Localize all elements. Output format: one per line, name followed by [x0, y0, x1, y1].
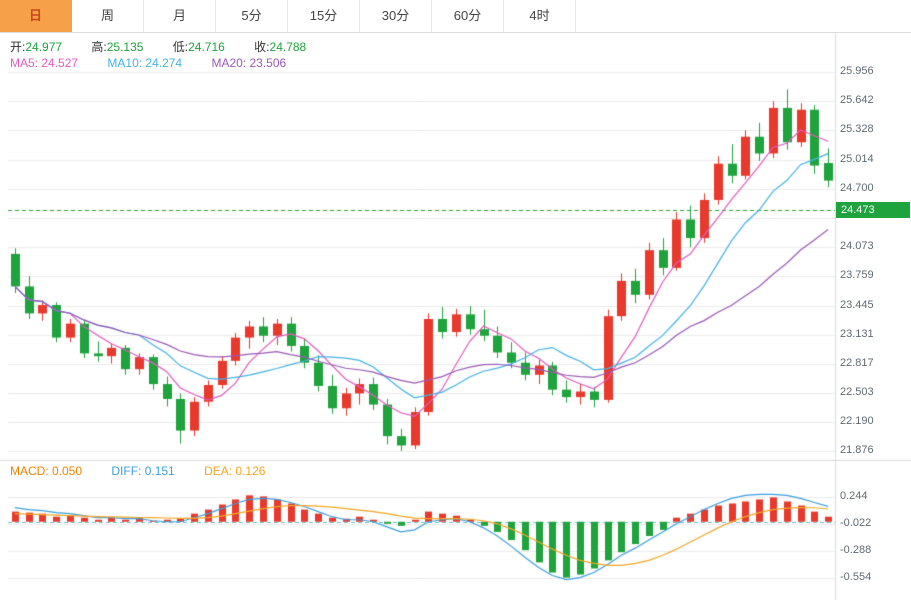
price-axis-label: 25.014	[840, 152, 874, 165]
tab-week[interactable]: 周	[72, 0, 144, 32]
ma-bar: MA5: 24.527 MA10: 24.274 MA20: 23.506	[10, 56, 312, 70]
price-axis-label: 24.073	[840, 240, 874, 253]
macd-axis-label: 0.244	[840, 490, 868, 502]
price-axis-label: 23.445	[840, 298, 874, 311]
price-axis-label: 25.642	[840, 94, 874, 107]
ohlc-bar: 开:24.977 高:25.135 低:24.716 收:24.788	[10, 38, 332, 55]
dea-value: 0.126	[235, 464, 266, 478]
tab-day[interactable]: 日	[0, 0, 72, 32]
price-axis-label: 22.817	[840, 356, 874, 369]
ma20-label: MA20:	[211, 56, 250, 70]
ma5-value: 24.527	[41, 56, 79, 70]
close-value: 24.788	[269, 40, 307, 54]
ma10-label: MA10:	[107, 56, 146, 70]
price-axis-label: 21.876	[840, 444, 874, 457]
low-value: 24.716	[188, 40, 225, 54]
price-axis-label: 24.700	[840, 181, 874, 194]
tab-60min[interactable]: 60分	[432, 0, 504, 32]
price-axis-label: 25.328	[840, 123, 874, 136]
tab-5min[interactable]: 5分	[216, 0, 288, 32]
macd-bar: MACD: 0.050 DIFF: 0.151 DEA: 0.126	[10, 464, 291, 478]
open-label: 开:	[10, 40, 26, 54]
price-axis-label: 22.190	[840, 415, 874, 428]
ma5-label: MA5:	[10, 56, 42, 70]
macd-axis-label: -0.288	[840, 544, 872, 556]
macd-axis-label: -0.554	[840, 571, 872, 583]
timeframe-tabbar: 日周月 5分 15分 30分 60分 4时	[0, 0, 911, 33]
tab-15min[interactable]: 15分	[288, 0, 360, 32]
diff-label: DIFF:	[111, 464, 145, 478]
macd-value: 0.050	[52, 464, 83, 478]
ma10-value: 24.274	[145, 56, 183, 70]
dea-label: DEA:	[204, 464, 236, 478]
price-axis-label: 23.131	[840, 327, 874, 340]
close-label: 收:	[254, 40, 270, 54]
tab-month[interactable]: 月	[144, 0, 216, 32]
diff-value: 0.151	[144, 464, 175, 478]
ma20-value: 23.506	[249, 56, 287, 70]
low-label: 低:	[172, 40, 189, 54]
price-axis-label: 25.956	[840, 65, 874, 77]
macd-label: MACD:	[10, 464, 52, 478]
current-price-badge: 24.473	[836, 201, 910, 218]
tab-4hour[interactable]: 4时	[504, 0, 576, 32]
high-label: 高:	[91, 40, 107, 54]
open-value: 24.977	[25, 40, 63, 54]
price-axis-label: 23.759	[840, 269, 874, 282]
high-value: 25.135	[106, 40, 144, 54]
tab-30min[interactable]: 30分	[360, 0, 432, 32]
price-axis-label: 22.503	[840, 386, 874, 399]
macd-axis-label: -0.022	[840, 517, 872, 529]
